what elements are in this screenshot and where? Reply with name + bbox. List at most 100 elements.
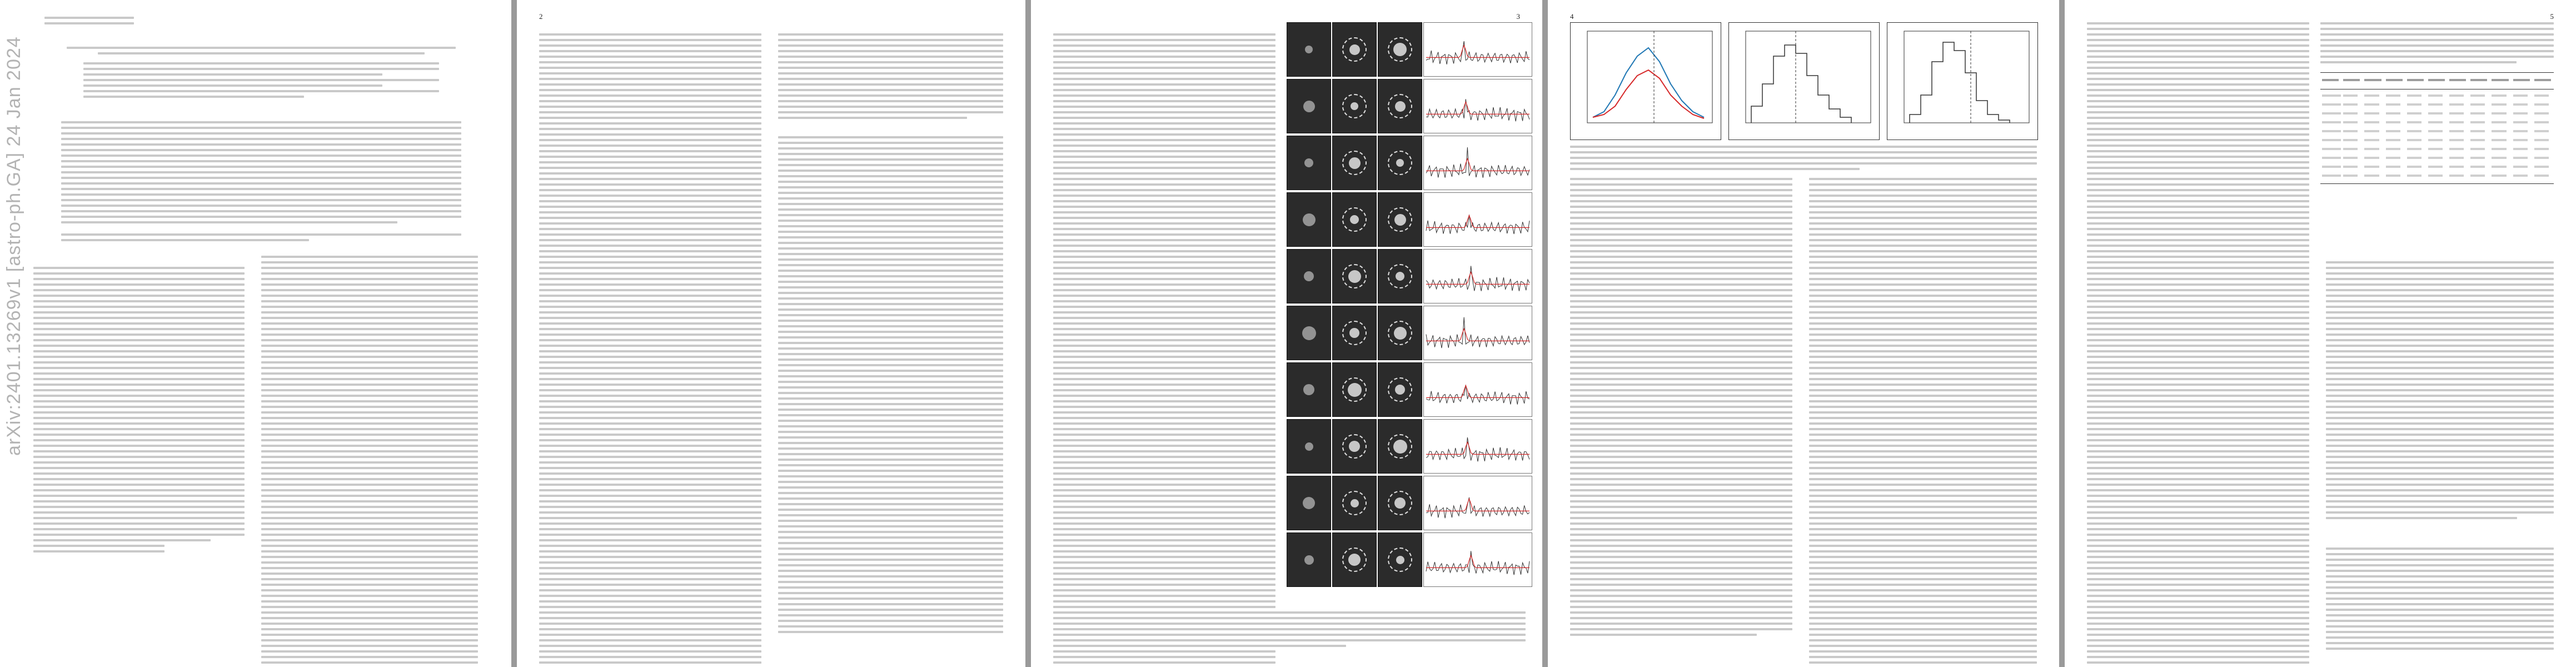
table-cell bbox=[2449, 130, 2464, 132]
table-cell bbox=[2364, 148, 2379, 150]
figure-2-left-panel bbox=[1570, 22, 1721, 140]
aperture-ring bbox=[1342, 321, 1367, 345]
source-blob bbox=[1303, 100, 1315, 112]
image-stamp bbox=[1378, 192, 1422, 247]
table-cell bbox=[2513, 148, 2528, 150]
table-cell bbox=[2406, 94, 2421, 97]
col-left bbox=[1053, 33, 1275, 667]
table-cell bbox=[2406, 175, 2421, 177]
image-stamp bbox=[1332, 136, 1377, 190]
author-list bbox=[67, 47, 456, 58]
table-cell bbox=[2534, 166, 2549, 168]
table-cell bbox=[2513, 175, 2528, 177]
intro-col-left bbox=[33, 267, 245, 556]
table-cell bbox=[2322, 121, 2341, 123]
image-stamp bbox=[1378, 249, 1422, 303]
aperture-ring bbox=[1342, 151, 1367, 175]
table-cell bbox=[2322, 148, 2341, 150]
source-blob bbox=[1304, 271, 1314, 281]
table-cell bbox=[2513, 139, 2528, 141]
source-blob bbox=[1304, 555, 1314, 565]
table-cell bbox=[2385, 166, 2400, 168]
table-cell bbox=[2470, 148, 2485, 150]
figure-2-middle-panel bbox=[1728, 22, 1880, 140]
table-cell bbox=[2449, 175, 2464, 177]
table-cell bbox=[2406, 112, 2421, 115]
table-cell bbox=[2364, 139, 2379, 141]
table-cell bbox=[2385, 157, 2400, 159]
table-cell bbox=[2428, 112, 2443, 115]
table-cell bbox=[2428, 148, 2443, 150]
source-blob bbox=[1303, 384, 1314, 395]
table-cell bbox=[2428, 94, 2443, 97]
table-cell bbox=[2513, 121, 2528, 123]
spectrum-panel bbox=[1423, 192, 1532, 247]
running-head: 2 bbox=[539, 12, 1003, 21]
image-stamp bbox=[1378, 419, 1422, 474]
table-cell bbox=[2343, 130, 2358, 132]
col-right-lower bbox=[778, 136, 1003, 636]
spectrum-panel bbox=[1423, 22, 1532, 77]
table-cell bbox=[2470, 94, 2485, 97]
image-stamp bbox=[1287, 249, 1331, 303]
table-cell bbox=[2343, 139, 2358, 141]
source-blob bbox=[1302, 326, 1316, 340]
table-header-cell bbox=[2343, 79, 2360, 81]
table-cell bbox=[2406, 166, 2421, 168]
table-cell bbox=[2343, 175, 2358, 177]
table-header-cell bbox=[2385, 79, 2403, 81]
table-cell bbox=[2513, 103, 2528, 106]
table-cell bbox=[2406, 139, 2421, 141]
table-cell bbox=[2492, 157, 2507, 159]
abstract-body bbox=[61, 121, 461, 227]
table-cell bbox=[2513, 112, 2528, 115]
histogram-right bbox=[1904, 31, 2030, 123]
table-1-caption bbox=[2320, 22, 2554, 67]
table-cell bbox=[2322, 112, 2341, 115]
col-right-bottom bbox=[2326, 261, 2554, 522]
image-stamp bbox=[1378, 362, 1422, 417]
figure-1-stamp-grid bbox=[1287, 22, 1532, 600]
image-stamp bbox=[1287, 192, 1331, 247]
table-cell bbox=[2492, 94, 2507, 97]
table-cell bbox=[2322, 166, 2341, 168]
table-cell bbox=[2534, 157, 2549, 159]
spectrum-panel bbox=[1423, 306, 1532, 360]
page-number: 3 bbox=[1516, 12, 1521, 21]
table-cell bbox=[2406, 148, 2421, 150]
page-5: 5 bbox=[2065, 0, 2576, 667]
histogram-left bbox=[1587, 31, 1713, 123]
spectrum-panel bbox=[1423, 79, 1532, 133]
aperture-ring bbox=[1342, 37, 1367, 62]
figure-1-caption bbox=[1053, 611, 1526, 650]
table-cell bbox=[2534, 103, 2549, 106]
table-header-cell bbox=[2534, 79, 2551, 81]
page-4: 4 bbox=[1548, 0, 2059, 667]
table-cell bbox=[2385, 112, 2400, 115]
table-cell bbox=[2470, 130, 2485, 132]
table-cell bbox=[2470, 157, 2485, 159]
draft-header bbox=[44, 17, 189, 28]
image-stamp bbox=[1332, 476, 1377, 530]
col-right bbox=[778, 33, 1003, 122]
table-cell bbox=[2343, 157, 2358, 159]
image-stamp bbox=[1332, 192, 1377, 247]
spectrum-panel bbox=[1423, 362, 1532, 417]
table-cell bbox=[2364, 175, 2379, 177]
col-left-bottom bbox=[2087, 261, 2309, 667]
table-cell bbox=[2534, 148, 2549, 150]
table-1 bbox=[2320, 72, 2554, 195]
table-cell bbox=[2428, 166, 2443, 168]
page-number: 4 bbox=[1570, 12, 1574, 21]
table-cell bbox=[2513, 157, 2528, 159]
aperture-ring bbox=[1342, 264, 1367, 288]
col-right-final bbox=[2326, 547, 2554, 653]
table-cell bbox=[2449, 148, 2464, 150]
aperture-ring bbox=[1342, 377, 1367, 402]
page-3: 3 bbox=[1031, 0, 1542, 667]
aperture-ring bbox=[1342, 547, 1367, 572]
table-cell bbox=[2322, 175, 2341, 177]
table-cell bbox=[2449, 157, 2464, 159]
aperture-ring bbox=[1388, 434, 1412, 459]
image-stamp bbox=[1332, 362, 1377, 417]
